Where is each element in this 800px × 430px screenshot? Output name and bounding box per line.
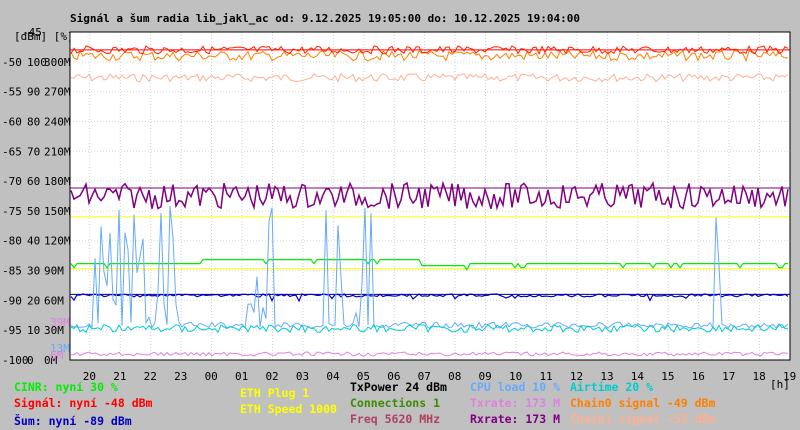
airtime-axis-label: 39M [50, 316, 70, 329]
y-tick-dbm: -75 [2, 205, 22, 218]
y-tick-pct: 70 [27, 145, 40, 158]
x-tick-label: 15 [661, 370, 674, 383]
y-tick-rate: 120M [44, 235, 71, 248]
y-tick-rate: 240M [44, 115, 71, 128]
legend-cinr: CINR: nyní 30 % [14, 380, 118, 394]
y-tick-rate: 270M [44, 86, 71, 99]
y-tick-dbm: -65 [2, 145, 22, 158]
y-tick-rate: 30M [44, 324, 64, 337]
y-tick-rate: 0M [44, 354, 58, 367]
cpu-axis-label: 13M [50, 342, 70, 355]
y-tick-pct: 100 [27, 56, 47, 69]
x-tick-label: 09 [479, 370, 492, 383]
y-tick-dbm: -90 [2, 294, 22, 307]
x-tick-label: 22 [144, 370, 157, 383]
legend-connections: Connections 1 [350, 396, 441, 410]
series-cinr [70, 259, 788, 271]
y-tick-dbm: -70 [2, 175, 22, 188]
y-tick-rate: 300M [44, 56, 71, 69]
y-tick-pct: 90 [27, 86, 40, 99]
series-cpu [70, 206, 789, 330]
x-tick-label: 04 [326, 370, 340, 383]
series-rxrate [70, 180, 789, 211]
y-tick-rate: 150M [44, 205, 71, 218]
y-tick-pct: 40 [27, 235, 40, 248]
chart-title: Signál a šum radia lib_jakl_ac od: 9.12.… [70, 12, 580, 25]
y-tick-dbm: -85 [2, 265, 22, 278]
y-tick-dbm: -60 [2, 115, 22, 128]
y-tick-pct: 80 [27, 115, 40, 128]
y-tick-dbm: -95 [2, 324, 22, 337]
legend-txrate: Txrate: 173 M [470, 396, 561, 410]
x-tick-label: 14 [631, 370, 645, 383]
x-tick-label: 03 [296, 370, 309, 383]
y-tick-rate: 210M [44, 145, 71, 158]
series-txrate [70, 351, 789, 357]
y-tick-pct: 60 [27, 175, 40, 188]
legend-cpu: CPU load 10 % [470, 380, 561, 394]
x-tick-label: 08 [448, 370, 461, 383]
x-tick-label: 06 [387, 370, 400, 383]
series-airtime [70, 323, 789, 334]
x-tick-label: 10 [509, 370, 522, 383]
x-tick-label: 01 [235, 370, 248, 383]
legend-chain1: Chain1 signal -53 dBm [570, 412, 716, 426]
x-tick-label: 19 [783, 370, 796, 383]
x-tick-label: 20 [83, 370, 96, 383]
legend-rxrate: Rxrate: 173 M [470, 412, 561, 426]
x-tick-label: 16 [692, 370, 705, 383]
series-layer [69, 31, 791, 361]
y-tick-rate: 90M [44, 265, 64, 278]
x-axis-label: [h] [770, 378, 790, 391]
txrate-axis-label: 6M [50, 349, 64, 362]
x-tick-label: 13 [600, 370, 613, 383]
y-tick-rate: 180M [44, 175, 71, 188]
x-tick-label: 00 [205, 370, 218, 383]
x-tick-label: 21 [113, 370, 126, 383]
series-signal [70, 44, 789, 55]
x-tick-label: 17 [722, 370, 735, 383]
y-tick-pct: 0 [27, 354, 34, 367]
y-axis-label: [dBm] [%] [14, 30, 74, 43]
y-tick-pct: 10 [27, 324, 40, 337]
x-tick-labels: 20 21 22 23 00 01 02 03 04 05 06 07 08 09 10 11 12 13 14 15… [83, 370, 796, 383]
x-tick-label: 07 [418, 370, 431, 383]
y-tick-dbm: -80 [2, 235, 22, 248]
y-tick-dbm: -55 [2, 86, 22, 99]
legend-eth-plug: ETH Plug 1 [240, 386, 310, 400]
y-tick-rate: 60M [44, 294, 64, 307]
x-tick-label: 05 [357, 370, 370, 383]
y-tick-pct: 20 [27, 294, 40, 307]
series-chain0 [70, 49, 789, 63]
legend-airtime: Airtime 20 % [570, 380, 654, 394]
legend-freq: Freq 5620 MHz [350, 412, 441, 426]
y-tick-pct: 50 [27, 205, 40, 218]
x-tick-label: 02 [265, 370, 278, 383]
series-chain1 [70, 72, 789, 83]
legend-signal: Signál: nyní -48 dBm [14, 396, 153, 410]
legend-noise: Šum: nyní -89 dBm [14, 414, 132, 428]
x-tick-label: 12 [570, 370, 583, 383]
x-tick-label: 23 [174, 370, 187, 383]
series-noise [70, 293, 789, 303]
y-tick-dbm: -45 [22, 26, 42, 39]
y-tick-pct: 30 [27, 265, 40, 278]
legend-eth-speed: ETH Speed 1000 [240, 402, 337, 416]
plot-border [69, 31, 791, 361]
legend-chain0: Chain0 signal -49 dBm [570, 396, 716, 410]
y-tick-dbm: -100 [2, 354, 29, 367]
x-tick-label: 11 [539, 370, 552, 383]
x-tick-label: 18 [753, 370, 766, 383]
legend-txpower: TxPower 24 dBm [350, 380, 447, 394]
y-tick-dbm: -50 [2, 56, 22, 69]
